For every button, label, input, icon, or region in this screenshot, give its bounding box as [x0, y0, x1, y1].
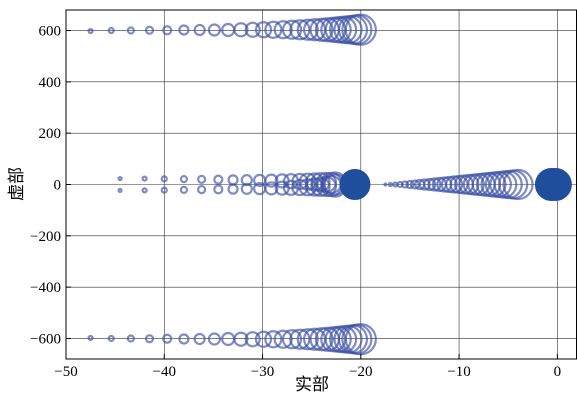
x-tick-label: −10 — [447, 364, 470, 380]
y-tick-label: 400 — [39, 75, 62, 91]
data-point — [179, 175, 189, 184]
data-point — [502, 168, 534, 201]
data-point — [162, 333, 173, 344]
data-point — [298, 178, 317, 197]
data-point — [87, 334, 94, 342]
data-point — [193, 23, 206, 37]
x-axis-title: 实部 — [295, 375, 329, 394]
data-point — [264, 173, 279, 188]
data-point — [178, 333, 190, 345]
data-point — [427, 177, 442, 192]
data-point — [179, 185, 189, 194]
y-tick-label: 0 — [54, 178, 62, 194]
data-point — [178, 24, 190, 36]
x-tick-label: −30 — [251, 364, 274, 380]
data-point — [162, 25, 173, 36]
data-point — [221, 22, 236, 38]
data-point — [87, 27, 94, 35]
data-point — [282, 179, 300, 196]
data-point — [107, 334, 115, 343]
data-point — [107, 26, 115, 35]
data-point — [296, 328, 319, 351]
y-tick-label: −200 — [30, 229, 61, 245]
data-point — [254, 21, 273, 39]
data-point — [289, 328, 311, 350]
data-point — [141, 175, 148, 182]
y-tick-label: 200 — [39, 126, 62, 142]
data-point — [160, 186, 168, 194]
data-point — [233, 331, 249, 347]
data-point — [296, 18, 319, 41]
data-point — [213, 184, 224, 195]
data-point — [339, 169, 371, 200]
data-point — [240, 174, 253, 187]
data-point — [281, 19, 303, 40]
data-point — [344, 13, 377, 46]
data-point — [144, 334, 155, 344]
markers — [87, 13, 572, 356]
data-point — [207, 332, 221, 346]
data-point — [254, 330, 273, 348]
data-point — [383, 182, 388, 187]
data-point — [422, 177, 437, 192]
data-point — [126, 26, 135, 35]
x-axis-ticks: −50 −40 −30 −20 −10 0 — [54, 354, 561, 380]
y-tick-label: −400 — [30, 280, 61, 296]
y-tick-label: −600 — [30, 331, 61, 347]
data-point — [291, 178, 309, 197]
data-point — [227, 183, 239, 195]
y-tick-label: 600 — [39, 24, 62, 40]
x-tick-label: 0 — [554, 364, 562, 380]
x-tick-label: −40 — [153, 364, 176, 380]
data-point — [144, 25, 155, 35]
data-point — [117, 187, 123, 194]
y-axis-title: 虚部 — [7, 167, 26, 201]
data-point — [274, 180, 290, 196]
data-point — [244, 331, 261, 348]
x-tick-label: −20 — [349, 364, 372, 380]
data-point — [207, 23, 221, 37]
x-tick-label: −50 — [54, 364, 77, 380]
data-point — [160, 175, 168, 183]
data-point — [281, 329, 303, 350]
y-axis-ticks: −600 −400 −200 0 200 400 600 — [30, 24, 71, 347]
data-point — [264, 181, 279, 196]
data-point — [126, 334, 135, 343]
data-point — [273, 329, 293, 349]
data-point — [141, 187, 148, 194]
data-point — [227, 174, 239, 186]
data-point — [240, 182, 253, 195]
data-point — [244, 21, 261, 38]
data-point — [264, 330, 283, 349]
data-point — [538, 168, 572, 201]
data-point — [197, 185, 207, 195]
data-point — [117, 175, 123, 182]
data-point — [213, 174, 224, 185]
data-point — [221, 331, 236, 347]
data-point — [387, 181, 393, 188]
data-point — [289, 19, 311, 41]
data-point — [273, 20, 293, 40]
data-point — [193, 332, 206, 346]
data-point — [305, 177, 325, 197]
data-point — [405, 179, 415, 190]
data-point — [418, 178, 431, 191]
data-point — [264, 20, 283, 39]
data-point — [197, 174, 207, 184]
data-point — [233, 22, 249, 38]
data-point — [400, 180, 410, 189]
